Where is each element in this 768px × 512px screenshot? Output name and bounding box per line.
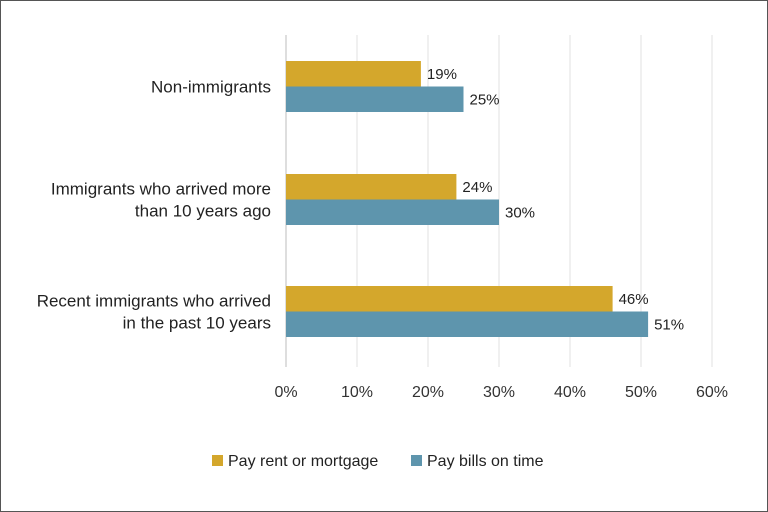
- bars: 19% 25% 24% 30% 46% 51%: [286, 61, 684, 337]
- bar-rent-mortgage: [286, 61, 421, 87]
- data-label: 46%: [619, 291, 649, 308]
- bar-bills-on-time: [286, 86, 464, 112]
- legend-swatch: [411, 455, 422, 466]
- legend-label: Pay bills on time: [427, 453, 544, 470]
- category-label: Non-immigrants: [151, 78, 271, 97]
- legend: Pay rent or mortgage Pay bills on time: [212, 453, 544, 470]
- bar-bills-on-time: [286, 199, 499, 225]
- x-tick-label: 60%: [696, 384, 728, 401]
- category-label: than 10 years ago: [135, 202, 271, 221]
- data-label: 24%: [462, 179, 492, 196]
- bar-rent-mortgage: [286, 174, 457, 200]
- x-axis-ticks: 0% 10% 20% 30% 40% 50% 60%: [274, 384, 728, 401]
- category-label: in the past 10 years: [123, 314, 271, 333]
- x-tick-label: 30%: [483, 384, 515, 401]
- category-labels: Non-immigrants Immigrants who arrived mor…: [37, 78, 271, 333]
- x-tick-label: 0%: [274, 384, 297, 401]
- legend-swatch: [212, 455, 223, 466]
- category-label: Recent immigrants who arrived: [37, 292, 271, 311]
- data-label: 19%: [427, 66, 457, 83]
- x-tick-label: 20%: [412, 384, 444, 401]
- bar-rent-mortgage: [286, 286, 613, 312]
- data-label: 30%: [505, 204, 535, 221]
- x-tick-label: 50%: [625, 384, 657, 401]
- x-tick-label: 40%: [554, 384, 586, 401]
- bar-bills-on-time: [286, 311, 649, 337]
- data-label: 25%: [470, 91, 500, 108]
- legend-label: Pay rent or mortgage: [228, 453, 378, 470]
- x-tick-label: 10%: [341, 384, 373, 401]
- data-label: 51%: [654, 316, 684, 333]
- category-label: Immigrants who arrived more: [51, 180, 271, 199]
